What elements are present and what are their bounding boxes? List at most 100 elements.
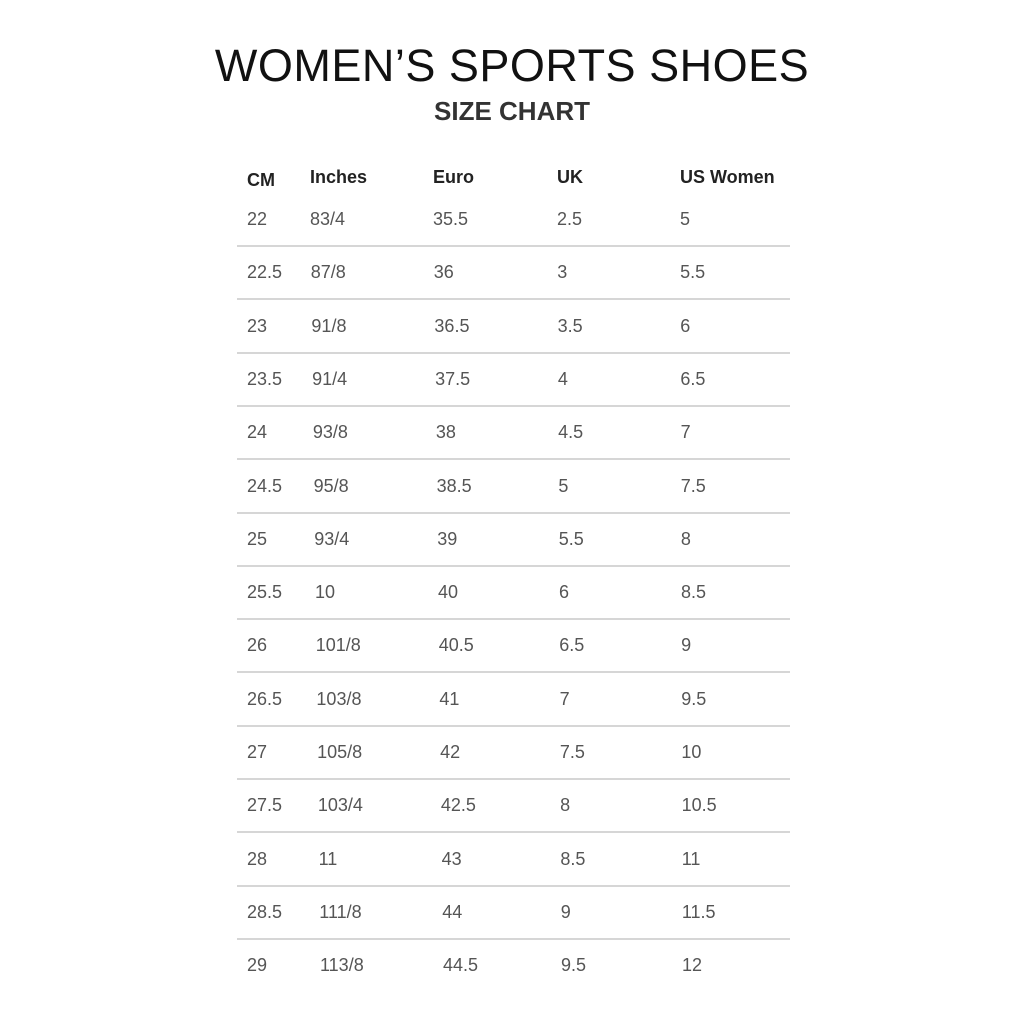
table-cell: 26 bbox=[247, 635, 268, 656]
row-divider bbox=[237, 404, 790, 407]
row-divider bbox=[237, 298, 790, 301]
table-row: 28 11 43 8.5 11 bbox=[0, 832, 1024, 886]
table-cell: 93/8 bbox=[312, 422, 348, 443]
table-cell: 6.5 bbox=[559, 635, 585, 656]
table-cell: 6.5 bbox=[680, 368, 706, 389]
row-divider bbox=[237, 618, 790, 621]
table-cell: 87/8 bbox=[310, 262, 346, 283]
table-cell: 29 bbox=[247, 955, 268, 976]
table-cell: 103/8 bbox=[316, 688, 362, 709]
table-row: 23.5 91/4 37.5 4 6.5 bbox=[0, 352, 1024, 406]
table-row: 29 113/8 44.5 9.5 12 bbox=[0, 938, 1024, 992]
table-cell: 95/8 bbox=[313, 475, 349, 496]
column-header: CM bbox=[247, 170, 275, 190]
table-row: 25.5 10 40 6 8.5 bbox=[0, 565, 1024, 619]
table-cell: 3 bbox=[557, 262, 568, 283]
table-cell: 11 bbox=[318, 848, 338, 869]
table-cell: 5 bbox=[680, 209, 691, 229]
table-cell: 35.5 bbox=[433, 209, 469, 229]
table-cell: 113/8 bbox=[320, 955, 364, 976]
table-cell: 8 bbox=[560, 795, 571, 816]
table-cell: 12 bbox=[682, 955, 703, 976]
table-cell: 11.5 bbox=[681, 901, 716, 922]
row-divider bbox=[237, 245, 790, 247]
table-cell: 103/4 bbox=[317, 795, 363, 816]
table-cell: 36.5 bbox=[434, 315, 470, 336]
table-cell: 9.5 bbox=[561, 955, 587, 976]
table-cell: 24 bbox=[247, 422, 268, 443]
table-cell: 36 bbox=[433, 262, 454, 283]
table-row: 25 93/4 39 5.5 8 bbox=[0, 512, 1024, 566]
table-cell: 9 bbox=[560, 901, 571, 922]
table-row: 26 101/8 40.5 6.5 9 bbox=[0, 618, 1024, 672]
table-cell: 101/8 bbox=[315, 635, 361, 656]
table-cell: 111/8 bbox=[319, 901, 362, 922]
table-cell: 6 bbox=[680, 315, 691, 336]
row-divider bbox=[237, 884, 790, 887]
table-cell: 7 bbox=[559, 688, 570, 709]
table-cell: 43 bbox=[441, 848, 462, 869]
row-divider bbox=[237, 937, 790, 940]
page-title: WOMEN’S SPORTS SHOES bbox=[214, 40, 810, 91]
table-cell: 23.5 bbox=[247, 368, 283, 389]
row-divider bbox=[237, 458, 790, 461]
table-cell: 7.5 bbox=[680, 475, 706, 496]
table-cell: 8.5 bbox=[560, 848, 586, 869]
table-cell: 28.5 bbox=[247, 901, 283, 922]
row-divider bbox=[237, 778, 790, 780]
table-cell: 38.5 bbox=[436, 475, 472, 496]
table-cell: 28 bbox=[247, 848, 268, 869]
row-divider bbox=[237, 671, 790, 674]
table-cell: 105/8 bbox=[317, 742, 363, 762]
table-cell: 93/4 bbox=[314, 528, 350, 549]
table-row: 28.5 111/8 44 9 11.5 bbox=[0, 885, 1024, 939]
column-header: Euro bbox=[433, 167, 475, 187]
table-cell: 42 bbox=[440, 742, 461, 762]
page-subtitle: SIZE CHART bbox=[434, 96, 590, 126]
table-cell: 91/4 bbox=[312, 368, 348, 389]
table-row: 26.5 103/8 41 7 9.5 bbox=[0, 672, 1024, 726]
table-cell: 22 bbox=[247, 209, 268, 229]
table-row: 23 91/8 36.5 3.5 6 bbox=[0, 299, 1024, 353]
table-cell: 3.5 bbox=[557, 315, 583, 336]
table-cell: 9 bbox=[681, 635, 692, 656]
table-cell: 41 bbox=[439, 688, 460, 709]
table-cell: 23 bbox=[247, 315, 268, 336]
table-cell: 26.5 bbox=[247, 688, 283, 709]
table-cell: 37.5 bbox=[435, 368, 471, 389]
row-divider bbox=[237, 511, 790, 514]
table-cell: 7 bbox=[680, 422, 691, 443]
table-cell: 5.5 bbox=[558, 528, 584, 549]
column-header: UK bbox=[557, 167, 583, 187]
row-divider bbox=[237, 564, 790, 567]
table-cell: 91/8 bbox=[311, 315, 347, 336]
table-cell: 27 bbox=[247, 742, 268, 762]
table-cell: 42.5 bbox=[440, 795, 476, 816]
table-cell: 6 bbox=[559, 582, 570, 603]
table-row: 27 105/8 42 7.5 10 bbox=[0, 725, 1024, 779]
table-cell: 40 bbox=[438, 582, 459, 603]
table-cell: 22.5 bbox=[247, 262, 283, 283]
table-row: 22 83/4 35.5 2.5 5 bbox=[0, 192, 1024, 246]
table-cell: 11 bbox=[681, 848, 701, 869]
column-header: US Women bbox=[680, 167, 775, 187]
table-row: 22.5 87/8 36 3 5.5 bbox=[0, 245, 1024, 299]
table-cell: 38 bbox=[435, 422, 456, 443]
table-cell: 10 bbox=[681, 742, 702, 762]
table-row: 24 93/8 38 4.5 7 bbox=[0, 405, 1024, 459]
table-cell: 83/4 bbox=[310, 209, 346, 229]
table-cell: 2.5 bbox=[557, 209, 583, 229]
table-row: 27.5 103/4 42.5 8 10.5 bbox=[0, 778, 1024, 832]
table-cell: 44 bbox=[442, 901, 463, 922]
column-header: Inches bbox=[310, 167, 368, 187]
table-cell: 25.5 bbox=[247, 582, 283, 603]
row-divider bbox=[237, 724, 790, 727]
table-cell: 39 bbox=[437, 528, 458, 549]
table-cell: 8.5 bbox=[681, 582, 707, 603]
table-cell: 4.5 bbox=[558, 422, 584, 443]
table-cell: 24.5 bbox=[247, 475, 283, 496]
table-row: 24.5 95/8 38.5 5 7.5 bbox=[0, 459, 1024, 513]
row-divider bbox=[237, 351, 790, 354]
table-cell: 27.5 bbox=[247, 795, 283, 816]
table-cell: 7.5 bbox=[559, 742, 585, 762]
